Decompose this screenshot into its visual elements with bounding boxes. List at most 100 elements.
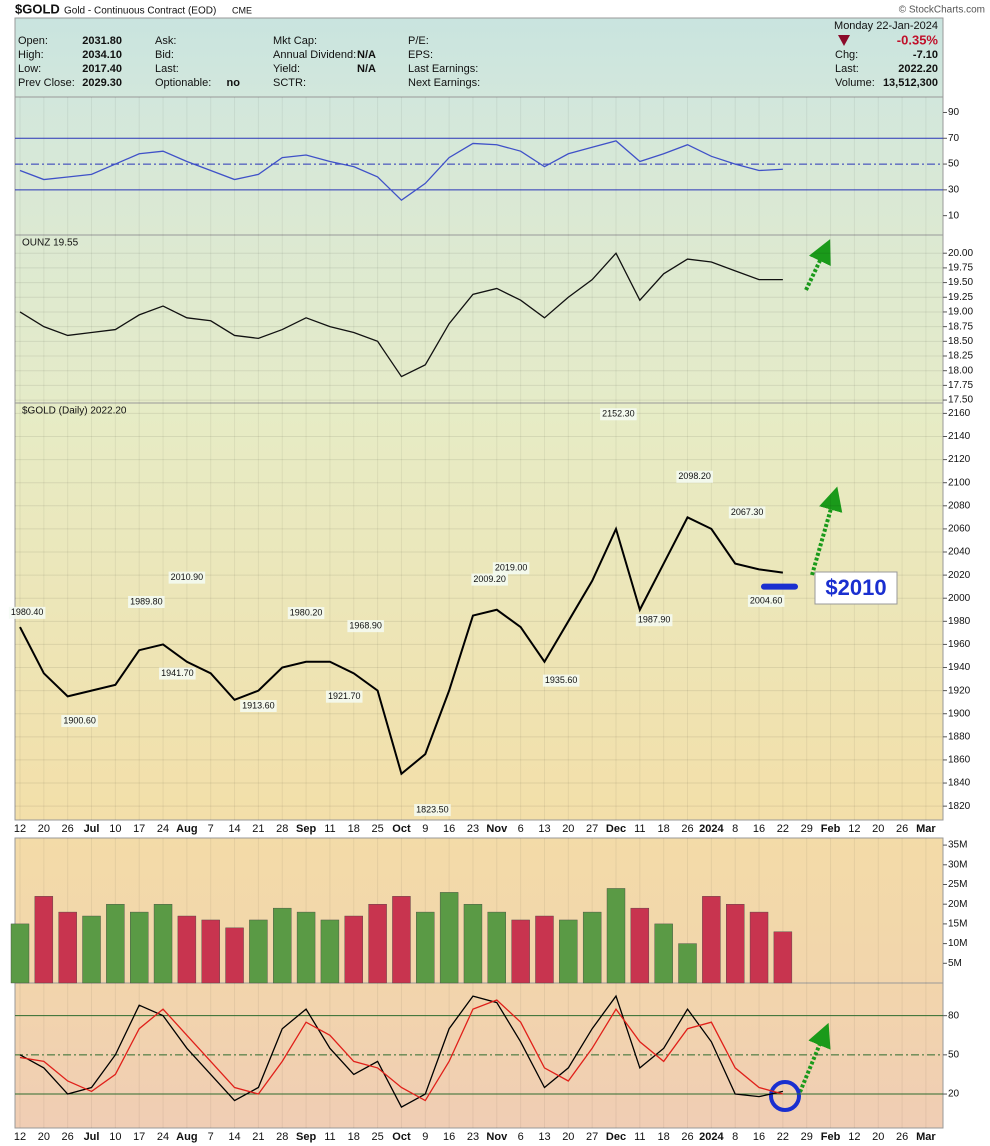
field-label: Prev Close: bbox=[18, 77, 75, 89]
y-tick-label: 30 bbox=[948, 185, 960, 196]
x-tick-label: 22 bbox=[777, 1131, 789, 1143]
x-tick-label: 26 bbox=[681, 1131, 693, 1143]
annotation-label: 1900.60 bbox=[63, 715, 96, 725]
symbol: $GOLD bbox=[15, 1, 60, 16]
x-tick-label: 2024 bbox=[699, 1131, 724, 1143]
annotation-bg bbox=[240, 700, 277, 713]
x-tick-label: 25 bbox=[371, 823, 383, 835]
volume-bar bbox=[392, 896, 411, 984]
panel-label: $GOLD (Daily) 2022.20 bbox=[22, 406, 127, 417]
annotation-bg bbox=[414, 804, 451, 817]
series-line bbox=[19, 252, 783, 378]
y-tick-label: 19.25 bbox=[948, 292, 973, 303]
x-tick-label: 9 bbox=[422, 1131, 428, 1143]
x-tick-label: 18 bbox=[348, 823, 360, 835]
x-tick-label: 17 bbox=[133, 823, 145, 835]
y-tick-label: 2060 bbox=[948, 524, 971, 535]
field-value: 2034.10 bbox=[82, 49, 122, 61]
x-tick-label: 11 bbox=[634, 1131, 645, 1143]
y-tick-label: 90 bbox=[948, 107, 960, 118]
x-tick-label: 25 bbox=[371, 1131, 383, 1143]
field-label: Mkt Cap: bbox=[273, 35, 317, 47]
annotation-label: 1989.80 bbox=[130, 596, 163, 606]
annotation-bg bbox=[471, 573, 508, 586]
field-value: 2017.40 bbox=[82, 63, 122, 75]
y-tick-label: 25M bbox=[948, 879, 967, 890]
field-label: Annual Dividend: bbox=[273, 49, 356, 61]
volume-bar bbox=[249, 919, 268, 984]
annotation-bg bbox=[747, 594, 785, 607]
volume-bar bbox=[58, 911, 77, 984]
volume-bar bbox=[82, 915, 101, 984]
x-tick-label: 22 bbox=[777, 823, 789, 835]
x-tick-label: 12 bbox=[14, 823, 26, 835]
volume-bar bbox=[177, 915, 197, 984]
volume-bar bbox=[225, 927, 244, 984]
annotation-label: 2009.20 bbox=[473, 574, 506, 584]
field-label: Last: bbox=[835, 63, 859, 75]
y-tick-label: 1820 bbox=[948, 801, 971, 812]
x-tick-label: 6 bbox=[518, 1131, 524, 1143]
y-tick-label: 20M bbox=[948, 899, 967, 910]
volume-bar bbox=[487, 911, 506, 984]
volume-bar bbox=[726, 903, 745, 984]
annotation-arrows bbox=[769, 239, 843, 1112]
volume-bar bbox=[511, 919, 530, 984]
field-label: SCTR: bbox=[273, 77, 306, 89]
annotation-label: 2019.00 bbox=[495, 563, 528, 573]
y-tick-label: 80 bbox=[948, 1010, 960, 1021]
x-tick-label: 10 bbox=[109, 1131, 121, 1143]
y-tick-label: 50 bbox=[948, 1049, 960, 1060]
y-tick-label: 10 bbox=[948, 210, 960, 221]
y-tick-label: 2140 bbox=[948, 431, 971, 442]
x-tick-label: 20 bbox=[872, 1131, 884, 1143]
volume-bar bbox=[654, 923, 673, 984]
volume-bar bbox=[630, 907, 650, 984]
y-tick-label: 1920 bbox=[948, 685, 971, 696]
series-line bbox=[19, 140, 783, 202]
y-tick-label: 1960 bbox=[948, 639, 971, 650]
volume-bar bbox=[773, 931, 793, 984]
panel-label: OUNZ 19.55 bbox=[22, 238, 79, 249]
volume-bar bbox=[273, 907, 292, 984]
field-value: N/A bbox=[357, 63, 376, 75]
field-label: Next Earnings: bbox=[408, 77, 480, 89]
y-tick-label: 10M bbox=[948, 938, 967, 949]
annotation-label: 2152.30 bbox=[602, 409, 635, 419]
volume-bar bbox=[201, 919, 220, 984]
volume-bar bbox=[106, 903, 125, 984]
y-tick-label: 18.75 bbox=[948, 321, 973, 332]
x-tick-label: 14 bbox=[228, 1131, 240, 1143]
x-tick-label: 7 bbox=[208, 823, 214, 835]
x-tick-label: Mar bbox=[916, 823, 936, 835]
x-tick-label: 20 bbox=[562, 823, 574, 835]
field-label: Yield: bbox=[273, 63, 300, 75]
x-tick-label: 21 bbox=[252, 823, 264, 835]
x-tick-label: 29 bbox=[801, 1131, 813, 1143]
green-arrow bbox=[798, 1022, 831, 1093]
y-tick-label: 70 bbox=[948, 133, 960, 144]
exchange: CME bbox=[232, 5, 252, 15]
x-tick-label: 16 bbox=[753, 1131, 765, 1143]
annotation-bg bbox=[635, 614, 673, 627]
annotation-bg bbox=[347, 620, 384, 633]
date: Monday 22-Jan-2024 bbox=[834, 20, 938, 32]
field-value: 2031.80 bbox=[82, 35, 122, 47]
x-tick-label: 16 bbox=[443, 1131, 455, 1143]
field-value: -7.10 bbox=[913, 49, 938, 61]
x-tick-label: Nov bbox=[486, 823, 508, 835]
x-tick-label: 26 bbox=[62, 1131, 74, 1143]
volume-bar bbox=[296, 911, 316, 984]
volume-bar bbox=[582, 911, 602, 984]
field-label: Ask: bbox=[155, 35, 176, 47]
annotation-label: 2004.60 bbox=[750, 595, 783, 605]
annotation-label: 2098.20 bbox=[678, 471, 711, 481]
field-value: 13,512,300 bbox=[883, 77, 938, 89]
x-tick-label: 7 bbox=[208, 1131, 214, 1143]
field-label: Volume: bbox=[835, 77, 875, 89]
annotation-label: 1980.20 bbox=[290, 607, 323, 617]
x-tick-label: 2024 bbox=[699, 823, 724, 835]
field-label: EPS: bbox=[408, 49, 433, 61]
volume-bar bbox=[320, 919, 340, 984]
ounz-panel bbox=[14, 234, 944, 404]
